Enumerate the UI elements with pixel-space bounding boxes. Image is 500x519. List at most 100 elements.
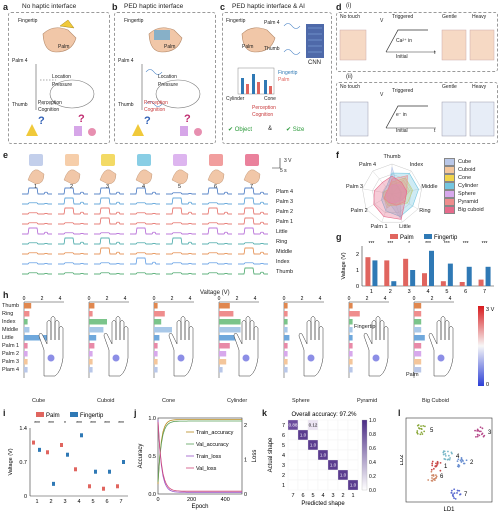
- e-waveform: [166, 252, 196, 255]
- c-palm: Palm: [242, 44, 254, 50]
- f-swatch-cylinder: [444, 182, 455, 190]
- j-x-tick: 0: [156, 497, 159, 503]
- g-legend-palm: Palm: [400, 235, 414, 241]
- a-thumb: Thumb: [12, 102, 28, 108]
- l-point: [442, 453, 445, 456]
- b-pressure: Pressure: [158, 82, 179, 88]
- e-hand-icon-6: [207, 169, 225, 185]
- k-cell: [347, 439, 359, 451]
- h-bar: [349, 359, 353, 365]
- h-object-label: Cylinder: [227, 398, 248, 404]
- e-waveform: [130, 212, 160, 215]
- l-point: [417, 427, 420, 429]
- h-tick: 2: [366, 296, 369, 302]
- l-point: [431, 474, 433, 477]
- k-cell: [297, 459, 309, 471]
- l-point: [421, 433, 424, 435]
- i-legend-fingertip: Fingertip: [80, 413, 104, 419]
- h-bar: [284, 351, 288, 357]
- k-x-label: Predicted shape: [301, 501, 345, 507]
- i-x-tick: 2: [49, 499, 52, 505]
- e-row-label: Middle: [276, 249, 293, 255]
- e-waveform: [58, 232, 88, 235]
- f-radar-grid: [382, 183, 402, 204]
- l-point: [460, 461, 463, 463]
- k-cell: [347, 479, 359, 491]
- h-tick: 4: [59, 296, 62, 302]
- f-axis-label: Thumb: [383, 154, 401, 160]
- h-tick: 0: [23, 296, 26, 302]
- panel-label-l: l: [398, 408, 401, 418]
- d2-e: e⁻ in: [396, 112, 407, 118]
- h-bar: [89, 343, 95, 349]
- f-legend-bigcuboid: Big cuboid: [444, 206, 484, 214]
- h-hand-outline: [298, 316, 324, 377]
- k-cell: [307, 479, 319, 491]
- k-cell: [287, 459, 299, 471]
- d2-no-touch: No touch: [340, 84, 361, 90]
- g-y-tick: 2: [356, 252, 359, 258]
- e-waveform: [130, 252, 160, 255]
- h-bar: [89, 351, 93, 357]
- h-hand-outline: [103, 316, 129, 377]
- i-significance: ***: [104, 421, 110, 427]
- f-axis-label: Palm 4: [359, 162, 377, 169]
- l-point: [453, 497, 455, 499]
- l-point: [450, 491, 453, 494]
- l-point: [416, 424, 419, 427]
- e-waveform: [22, 222, 52, 225]
- k-cell-value: 0.88: [289, 423, 298, 428]
- f-swatch-cube: [444, 158, 455, 166]
- k-cell: [297, 469, 309, 481]
- l-point: [431, 460, 434, 463]
- a-palm: Palm: [58, 44, 70, 50]
- e-waveform: [202, 222, 232, 225]
- f-swatch-cone: [444, 174, 455, 182]
- k-cbar-tick: 0.6: [369, 446, 376, 452]
- panel-label-d: d: [336, 2, 342, 12]
- l-point: [447, 454, 450, 457]
- g-x-tick: 4: [426, 289, 429, 295]
- e-waveform: [58, 207, 88, 215]
- h-bar: [219, 351, 227, 357]
- i-significance: ***: [118, 421, 124, 427]
- g-legend-fingertip: Fingertip: [434, 235, 458, 241]
- l-point: [422, 424, 425, 427]
- h-row-label: Palm 3: [2, 359, 20, 365]
- k-cell: [337, 459, 349, 471]
- l-point: [462, 460, 464, 462]
- k-cbar-tick: 0.0: [369, 488, 376, 494]
- a-question-2: ?: [78, 113, 85, 125]
- d1-initial: Initial: [396, 54, 408, 60]
- panel-j-line-chart: 0.0 0.5 1.0 0 1 2 0 200 400 Epoch Accuracy Loss Trai…: [138, 416, 258, 510]
- h-bar: [349, 327, 353, 333]
- e-scale-v: 3 V: [284, 158, 292, 164]
- h-tick: 4: [449, 296, 452, 302]
- e-waveform: [130, 187, 160, 195]
- a-fingertip: Fingertip: [18, 18, 38, 24]
- d-sub-i: (i): [346, 3, 352, 9]
- h-bar: [414, 327, 422, 333]
- h-hand-palm-spot: [372, 354, 380, 362]
- l-point: [456, 492, 458, 494]
- k-cell: [307, 469, 319, 481]
- k-cell: [287, 429, 299, 441]
- f-axis-label: Index: [409, 162, 424, 169]
- f-swatch-bigcuboid: [444, 206, 455, 214]
- k-cell-value: 1.0: [300, 433, 307, 438]
- e-waveform: [238, 217, 268, 225]
- e-waveform: [22, 252, 52, 255]
- l-point: [431, 464, 434, 467]
- i-box-palm: [74, 467, 77, 472]
- k-cell-value: 1.0: [330, 463, 337, 468]
- l-point: [423, 430, 426, 433]
- h-bar: [414, 351, 422, 357]
- f-legend-label: Big cuboid: [458, 207, 484, 213]
- e-object-icon-4: [137, 154, 151, 166]
- j-y-tick-left: 0.5: [148, 454, 156, 460]
- j-x-tick: 400: [221, 497, 230, 503]
- a-pressure: Pressure: [52, 82, 73, 88]
- l-cluster-label: 3: [488, 430, 492, 436]
- i-box-fingertip: [66, 452, 69, 457]
- e-waveform: [202, 202, 232, 205]
